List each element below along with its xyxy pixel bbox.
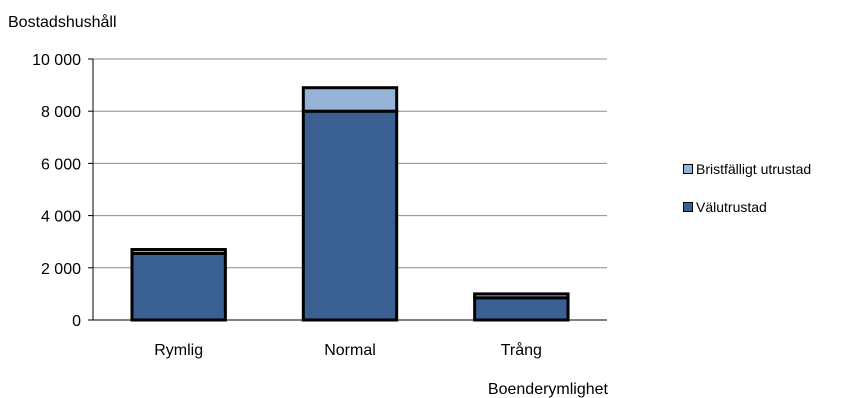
y-tick-label: 10 000 [32,52,81,69]
bar-segment [473,296,570,322]
legend-swatch-bristfalligt [683,164,693,174]
x-tick-label: Normal [324,342,376,359]
y-tick-label: 4 000 [41,209,81,226]
bar-segment [130,251,227,322]
x-tick-label: Rymlig [154,342,203,359]
legend-label-valutrustad: Välutrustad [696,199,767,215]
legend: Bristfälligt utrustad Välutrustad [683,160,811,236]
bars [130,86,570,322]
y-axis-title: Bostadshushåll [8,13,117,31]
legend-item-bristfalligt: Bristfälligt utrustad [683,160,811,178]
bar-segment [301,86,399,113]
legend-swatch-valutrustad [683,202,693,212]
y-tick-label: 8 000 [41,104,81,121]
legend-label-bristfalligt: Bristfälligt utrustad [696,161,812,177]
y-tick-label: 2 000 [41,261,81,278]
x-tick-label: Trång [501,341,542,359]
legend-item-valutrustad: Välutrustad [683,198,811,216]
x-axis-title: Boenderymlighet [488,381,609,398]
bar-segment [473,292,570,300]
x-tick-labels: Rymlig Normal Trång [154,341,542,359]
bar-segment [130,248,227,255]
bar-segment [301,109,399,322]
y-tick-label: 0 [72,313,81,330]
y-tick-labels: 0 2 000 4 000 6 000 8 000 10 000 [32,52,93,330]
y-tick-label: 6 000 [41,156,81,173]
